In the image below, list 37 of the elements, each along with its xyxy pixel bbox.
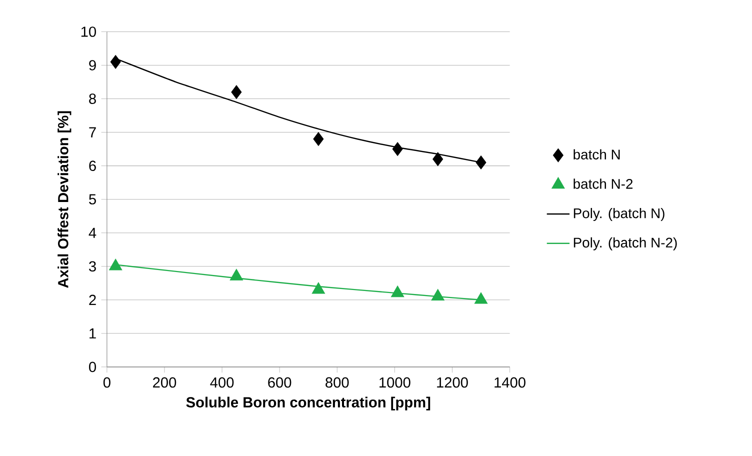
point [431, 288, 444, 300]
x-tick-label: 1000 [380, 377, 410, 388]
point [390, 286, 404, 298]
point [312, 282, 326, 294]
legend-label: Poly. (batch N) [574, 208, 664, 221]
y-tick-label: 3 [89, 261, 96, 272]
point [476, 156, 486, 170]
x-tick-label: 600 [268, 377, 292, 388]
point [432, 152, 444, 166]
legend-label: Poly. (batch N-2) [574, 237, 677, 250]
y-tick-label: 6 [89, 160, 96, 171]
y-tick-label: 9 [89, 60, 96, 70]
point [392, 142, 403, 156]
x-tick-label: 1200 [437, 377, 468, 388]
point [110, 54, 121, 69]
x-tick-label: 400 [210, 377, 234, 388]
x-axis-title: Soluble Boron concentration [ppm] [186, 396, 430, 410]
x-tick-label: 800 [326, 377, 349, 388]
legend-label: batch N-2 [574, 178, 633, 189]
y-tick-label: 10 [81, 26, 96, 37]
point [474, 292, 488, 304]
y-tick-label: 4 [88, 228, 96, 238]
y-tick-label: 8 [89, 94, 96, 104]
y-tick-label: 5 [89, 194, 96, 204]
x-tick-label: 1400 [494, 377, 526, 388]
point [230, 268, 244, 280]
x-tick-label: 200 [153, 377, 176, 388]
legend-label: batch N [574, 149, 620, 160]
point [108, 258, 122, 270]
y-tick-label: 2 [89, 294, 96, 305]
y-axis-title: Axial Offest Deviation [%] [58, 111, 72, 288]
point [231, 85, 242, 99]
point [313, 132, 324, 146]
x-tick-label: 0 [103, 377, 110, 388]
y-tick-label: 0 [89, 362, 96, 372]
y-tick-label: 1 [90, 328, 96, 338]
y-tick-label: 7 [89, 127, 96, 138]
